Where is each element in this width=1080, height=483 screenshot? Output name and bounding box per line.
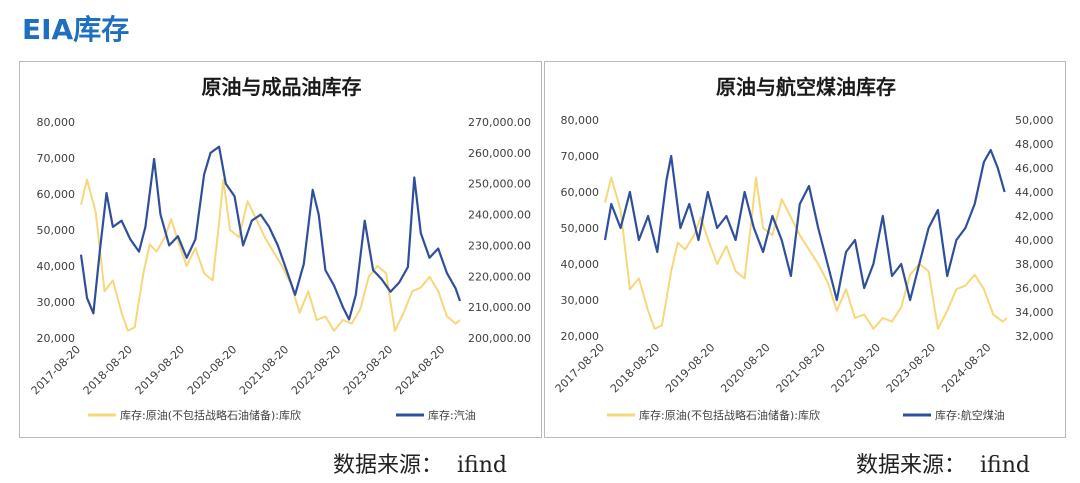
series-line-crude — [80, 178, 461, 332]
left-axis-tick-label: 20,000 — [561, 330, 600, 343]
left-axis-tick-label: 60,000 — [37, 188, 76, 201]
chart-title: 原油与成品油库存 — [202, 75, 362, 99]
right-axis-tick-label: 48,000 — [1015, 138, 1054, 151]
right-axis-tick-label: 250,000.00 — [468, 178, 531, 191]
x-axis-tick-label: 2023-08-20 — [884, 341, 938, 395]
legend-label: 库存:汽油 — [428, 408, 476, 422]
x-axis-tick-label: 2022-08-20 — [289, 343, 343, 397]
left-axis-tick-label: 80,000 — [561, 114, 600, 127]
source-note-right: 数据来源： ifind — [856, 447, 1030, 479]
source-note-left: 数据来源： ifind — [333, 447, 507, 479]
legend-label: 库存:航空煤油 — [935, 408, 1005, 422]
left-axis-tick-label: 40,000 — [37, 260, 76, 273]
x-axis-tick-label: 2019-08-20 — [663, 341, 717, 395]
left-axis-tick-label: 70,000 — [37, 152, 76, 165]
left-axis-tick-label: 40,000 — [561, 258, 600, 271]
x-axis-tick-label: 2021-08-20 — [237, 343, 291, 397]
page-title: EIA库存 — [22, 13, 130, 46]
source-name: ifind — [457, 453, 507, 478]
right-axis-tick-label: 40,000 — [1015, 234, 1054, 247]
x-axis-tick-label: 2017-08-20 — [29, 343, 83, 397]
x-axis-tick-label: 2024-08-20 — [393, 343, 447, 397]
legend-label: 库存:原油(不包括战略石油储备):库欣 — [120, 408, 301, 422]
x-axis-tick-label: 2023-08-20 — [341, 343, 395, 397]
right-axis-tick-label: 42,000 — [1015, 210, 1054, 223]
right-axis-tick-label: 50,000 — [1015, 114, 1054, 127]
right-axis-tick-label: 38,000 — [1015, 258, 1054, 271]
x-axis-tick-label: 2019-08-20 — [133, 343, 187, 397]
right-axis-tick-label: 270,000.00 — [468, 116, 531, 129]
right-axis-tick-label: 220,000.00 — [468, 270, 531, 283]
left-axis-tick-label: 50,000 — [561, 222, 600, 235]
chart-crude-jetfuel: 原油与航空煤油库存 80,000 70,000 60,000 50,000 40,000 3… — [553, 75, 1054, 422]
left-axis-tick-label: 30,000 — [561, 294, 600, 307]
source-prefix: 数据来源： — [333, 453, 444, 478]
x-axis-tick-label: 2021-08-20 — [774, 341, 828, 395]
right-axis-tick-label: 230,000.00 — [468, 239, 531, 252]
right-axis-tick-label: 44,000 — [1015, 186, 1054, 199]
chart-panel-crude-jetfuel: 原油与航空煤油库存 80,000 70,000 60,000 50,000 40,000 3… — [544, 61, 1066, 438]
x-axis-tick-label: 2022-08-20 — [829, 341, 883, 395]
source-prefix: 数据来源： — [856, 453, 967, 478]
legend-label: 库存:原油(不包括战略石油储备):库欣 — [639, 408, 820, 422]
series-line-product — [603, 148, 1006, 302]
right-axis-tick-label: 210,000.00 — [468, 301, 531, 314]
right-axis-tick-label: 200,000.00 — [468, 332, 531, 345]
right-axis-tick-label: 46,000 — [1015, 162, 1054, 175]
right-axis-tick-label: 240,000.00 — [468, 209, 531, 222]
series-line-crude — [604, 176, 1008, 330]
left-axis-tick-label: 80,000 — [37, 116, 76, 129]
left-axis-tick-label: 50,000 — [37, 224, 76, 237]
left-axis-tick-label: 20,000 — [37, 332, 76, 345]
left-axis-tick-label: 70,000 — [561, 150, 600, 163]
x-axis-tick-label: 2020-08-20 — [718, 341, 772, 395]
right-axis-tick-label: 34,000 — [1015, 306, 1054, 319]
chart-panel-crude-gasoline: 原油与成品油库存 80,000 70,000 60,000 50,000 40,000 30… — [19, 61, 542, 438]
left-axis-tick-label: 60,000 — [561, 186, 600, 199]
right-axis-tick-label: 36,000 — [1015, 282, 1054, 295]
source-name: ifind — [980, 453, 1030, 478]
chart-crude-gasoline: 原油与成品油库存 80,000 70,000 60,000 50,000 40,000 30… — [29, 75, 531, 422]
chart-title: 原油与航空煤油库存 — [716, 75, 896, 99]
right-axis-tick-label: 260,000.00 — [468, 147, 531, 160]
left-axis-tick-label: 30,000 — [37, 296, 76, 309]
x-axis-tick-label: 2018-08-20 — [608, 341, 662, 395]
x-axis-tick-label: 2017-08-20 — [553, 341, 607, 395]
right-axis-tick-label: 32,000 — [1015, 330, 1054, 343]
x-axis-tick-label: 2020-08-20 — [185, 343, 239, 397]
series-line-product — [79, 145, 462, 321]
x-axis-tick-label: 2018-08-20 — [81, 343, 135, 397]
x-axis-tick-label: 2024-08-20 — [939, 341, 993, 395]
